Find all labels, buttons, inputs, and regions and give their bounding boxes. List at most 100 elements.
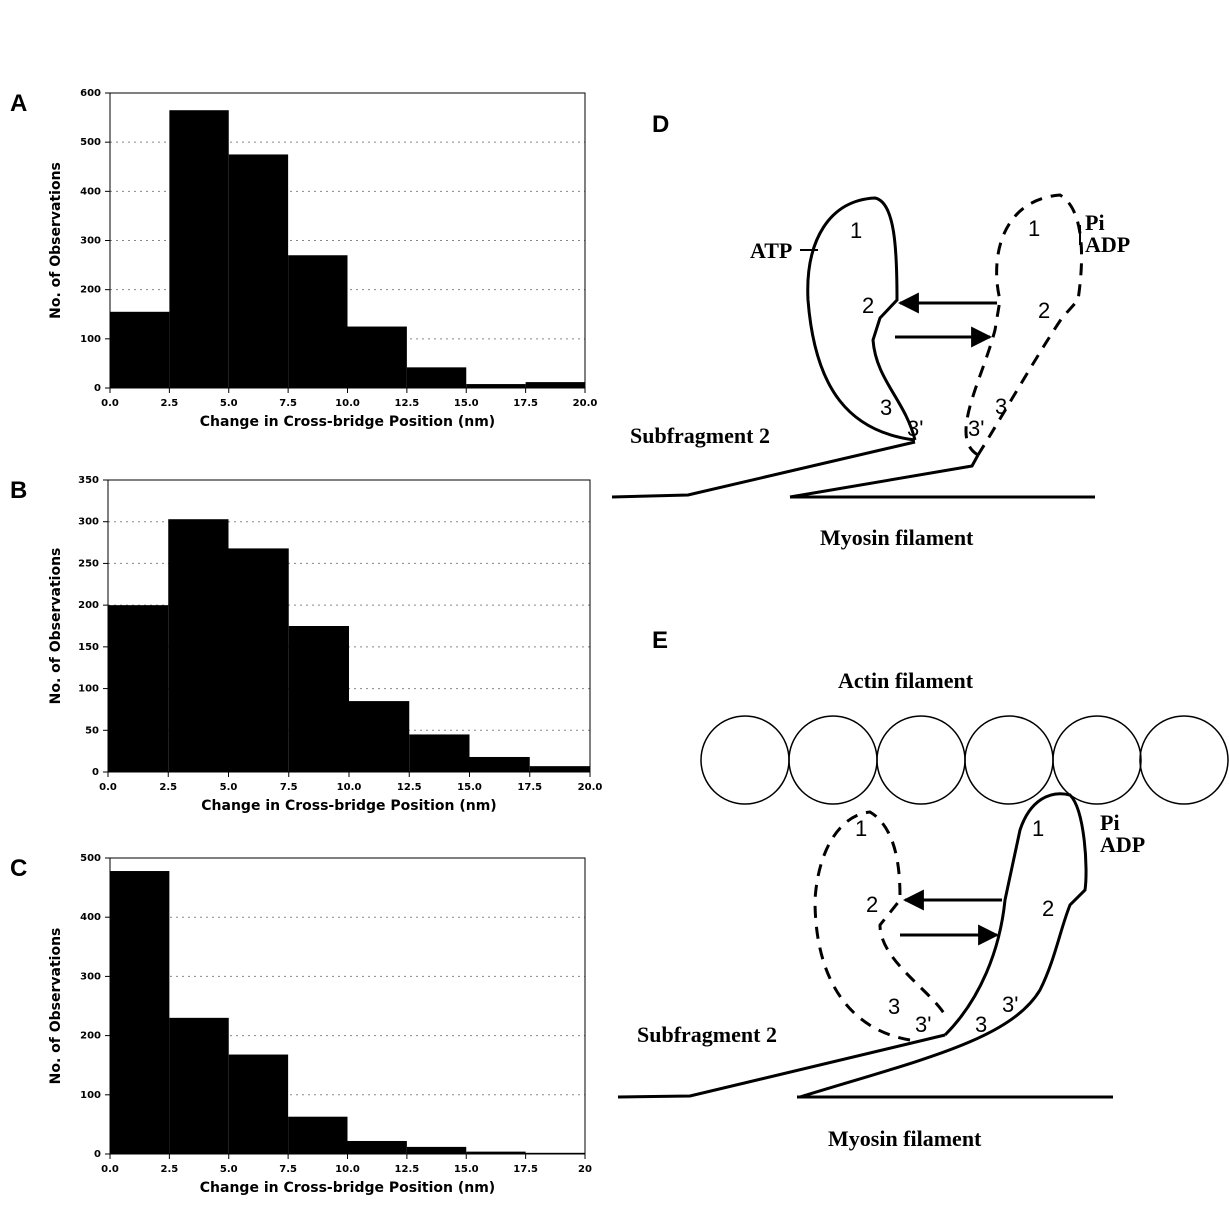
y-axis-label: No. of Observations (48, 928, 64, 1085)
bar (228, 154, 289, 388)
bar (228, 548, 289, 772)
diagram-e: E Actin filament Pi ADP 1 2 3 3' 1 2 3' … (617, 627, 1229, 1151)
y-tick-label: 100 (80, 1090, 101, 1101)
subfragment-line (617, 1033, 946, 1099)
bar (168, 519, 229, 772)
myosin-head-dashed (964, 193, 1084, 457)
label: 2 (1042, 896, 1054, 921)
x-tick-label: 7.5 (280, 782, 298, 793)
bar (288, 626, 349, 772)
x-tick-label: 20 (578, 1164, 592, 1175)
subfragment-line (611, 440, 916, 499)
actin-monomers (700, 715, 1229, 805)
label: 2 (1038, 298, 1050, 323)
label: Pi (1085, 210, 1105, 235)
x-tick-label: 0.0 (101, 398, 119, 409)
panel-letter: C (10, 855, 27, 882)
bar (288, 255, 348, 388)
label: 3' (1002, 992, 1018, 1017)
myosin-head (799, 792, 1088, 1099)
bar (288, 1116, 348, 1154)
y-axis-label: No. of Observations (48, 548, 64, 705)
y-tick-label: 200 (78, 600, 99, 611)
label: 3' (968, 416, 984, 441)
label: Subfragment 2 (630, 423, 770, 448)
x-tick-label: 5.0 (220, 398, 238, 409)
x-tick-label: 17.5 (513, 1164, 538, 1175)
bar (228, 1054, 289, 1154)
y-axis-label: No. of Observations (48, 162, 64, 319)
label: Subfragment 2 (637, 1022, 777, 1047)
bar (347, 326, 407, 388)
bar (110, 871, 170, 1154)
x-tick-label: 17.5 (517, 782, 542, 793)
x-tick-label: 15.0 (454, 398, 479, 409)
bar (108, 605, 169, 772)
bar (169, 110, 229, 388)
label: ADP (1085, 232, 1130, 257)
bar (347, 1140, 407, 1154)
x-axis-label: Change in Cross-bridge Position (nm) (200, 1180, 495, 1196)
label: ATP (750, 238, 792, 263)
label: 3' (915, 1012, 931, 1037)
x-tick-label: 10.0 (335, 1164, 360, 1175)
myosin-head-dashed (813, 810, 947, 1042)
plot-frame (107, 479, 591, 773)
bar (529, 766, 590, 772)
x-tick-label: 20.0 (578, 782, 603, 793)
y-tick-label: 0 (94, 1149, 101, 1160)
bar (525, 382, 585, 388)
y-tick-label: 300 (80, 971, 101, 982)
label: 3 (995, 394, 1007, 419)
label: 1 (1032, 816, 1044, 841)
label: 3 (880, 395, 892, 420)
plot-frame (109, 857, 586, 1155)
x-tick-label: 5.0 (220, 1164, 238, 1175)
panel-letter: A (10, 90, 27, 117)
label: 1 (855, 816, 867, 841)
x-tick-label: 15.0 (457, 782, 482, 793)
bar (409, 734, 470, 772)
x-tick-label: 2.5 (161, 398, 179, 409)
x-axis-label: Change in Cross-bridge Position (nm) (200, 414, 495, 430)
y-tick-label: 0 (92, 767, 99, 778)
bar (406, 1146, 467, 1154)
label: 2 (866, 892, 878, 917)
y-tick-label: 100 (80, 334, 101, 345)
y-tick-label: 300 (80, 236, 101, 247)
diagram-title: Actin filament (838, 668, 974, 693)
label: 1 (1028, 216, 1040, 241)
bar (469, 756, 530, 772)
y-tick-label: 150 (78, 642, 99, 653)
y-tick-label: 400 (80, 912, 101, 923)
label: 3 (975, 1012, 987, 1037)
bar (466, 384, 526, 388)
y-tick-label: 100 (78, 684, 99, 695)
y-tick-label: 400 (80, 186, 101, 197)
x-tick-label: 12.5 (397, 782, 422, 793)
bar (406, 367, 467, 388)
myosin-head (806, 196, 917, 442)
panel-letter: B (10, 477, 27, 504)
y-tick-label: 50 (85, 725, 99, 736)
diagram-d: D ATP Pi ADP 1 2 3 3' 1 2 3' 3 Subfragme… (611, 111, 1130, 550)
x-tick-label: 2.5 (161, 1164, 179, 1175)
label: 3 (888, 994, 900, 1019)
x-tick-label: 7.5 (279, 398, 297, 409)
x-tick-label: 10.0 (337, 782, 362, 793)
y-tick-label: 250 (78, 558, 99, 569)
bar (466, 1151, 526, 1154)
x-tick-label: 10.0 (335, 398, 360, 409)
y-tick-label: 600 (80, 88, 101, 99)
label: 3' (907, 416, 923, 441)
bar (349, 701, 410, 772)
x-tick-label: 20.0 (573, 398, 598, 409)
x-tick-label: 15.0 (454, 1164, 479, 1175)
bar (110, 311, 170, 388)
x-axis-label: Change in Cross-bridge Position (nm) (201, 798, 496, 814)
y-tick-label: 200 (80, 1031, 101, 1042)
x-tick-label: 17.5 (513, 398, 538, 409)
y-tick-label: 500 (80, 137, 101, 148)
y-tick-label: 500 (80, 853, 101, 864)
